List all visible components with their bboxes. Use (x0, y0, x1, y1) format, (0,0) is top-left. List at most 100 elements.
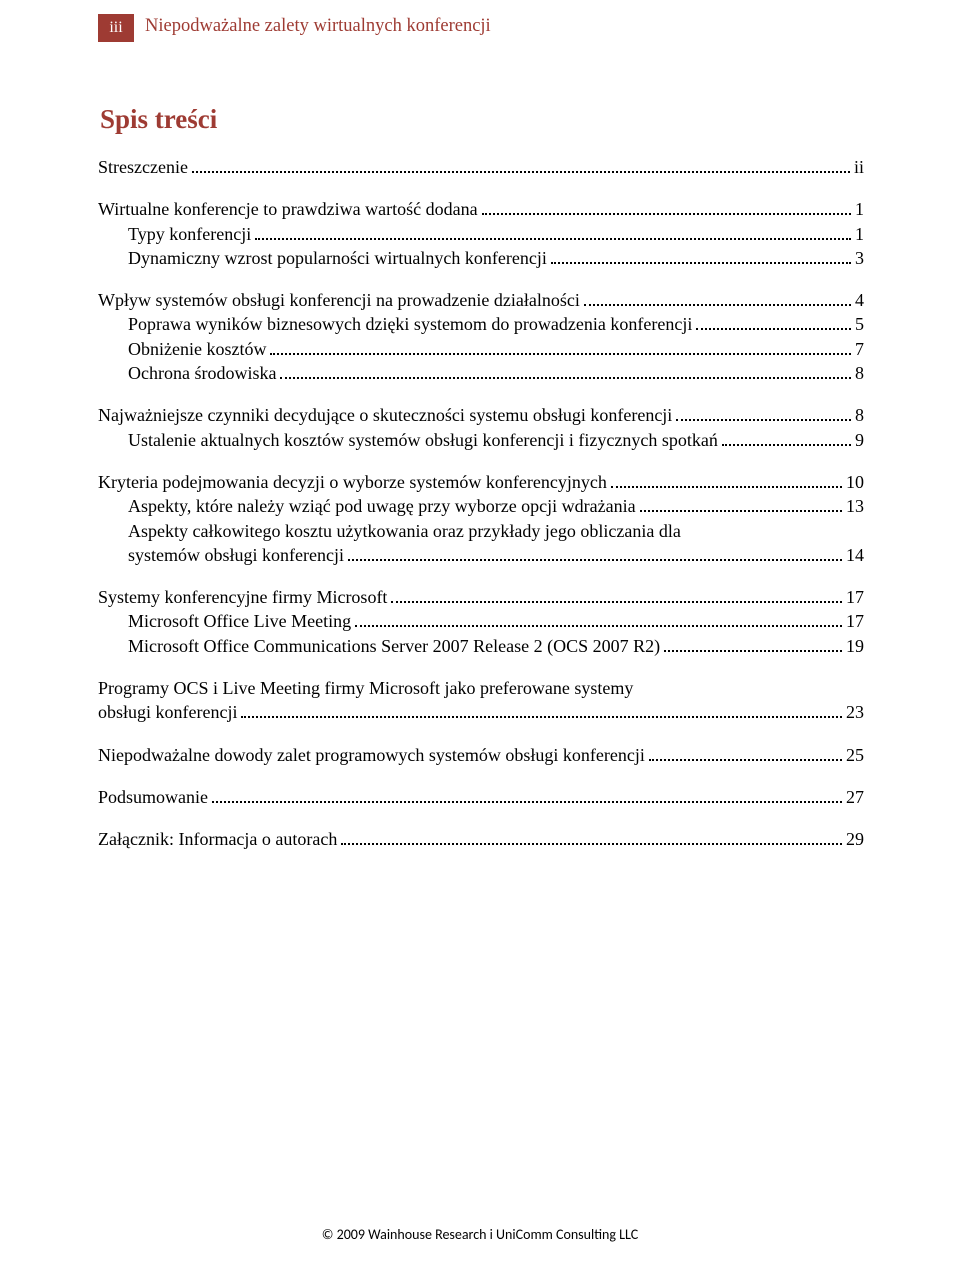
page-number: iii (109, 19, 122, 37)
toc-entry-page: 10 (846, 470, 864, 494)
toc-leader (551, 250, 851, 264)
toc-leader (696, 316, 851, 330)
toc-entry-label: Typy konferencji (128, 222, 251, 246)
toc-entry-label: Systemy konferencyjne firmy Microsoft (98, 585, 387, 609)
page-footer: © 2009 Wainhouse Research i UniComm Cons… (0, 1226, 960, 1243)
toc-entry-label: Programy OCS i Live Meeting firmy Micros… (98, 676, 864, 700)
toc-entry: Dynamiczny wzrost popularności wirtualny… (98, 246, 864, 270)
toc-entry-page: 9 (855, 428, 864, 452)
toc-entry-label: Obniżenie kosztów (128, 337, 266, 361)
toc-entry-label: Streszczenie (98, 155, 188, 179)
toc-block: Podsumowanie 27 (98, 785, 864, 809)
toc-entry-page: 3 (855, 246, 864, 270)
toc-entry-page: 23 (846, 700, 864, 724)
toc-block: Wirtualne konferencje to prawdziwa warto… (98, 197, 864, 270)
toc-entry: Wpływ systemów obsługi konferencji na pr… (98, 288, 864, 312)
toc-block: Niepodważalne dowody zalet programowych … (98, 743, 864, 767)
toc-entry-page: ii (854, 155, 864, 179)
toc-block: Streszczenie ii (98, 155, 864, 179)
toc-leader (664, 637, 842, 651)
document-page: iii Niepodważalne zalety wirtualnych kon… (0, 0, 960, 852)
toc-entry-page: 29 (846, 827, 864, 851)
toc-leader (348, 546, 842, 560)
toc-block: Kryteria podejmowania decyzji o wyborze … (98, 470, 864, 567)
toc-leader (241, 704, 842, 718)
running-header: iii Niepodważalne zalety wirtualnych kon… (98, 14, 864, 42)
toc-entry-label: Najważniejsze czynniki decydujące o skut… (98, 403, 672, 427)
toc-leader (611, 474, 842, 488)
toc-entry-label: Załącznik: Informacja o autorach (98, 827, 337, 851)
toc-entry-label: Niepodważalne dowody zalet programowych … (98, 743, 645, 767)
toc-entry-label: Ochrona środowiska (128, 361, 276, 385)
toc-entry: Załącznik: Informacja o autorach 29 (98, 827, 864, 851)
toc-block: Programy OCS i Live Meeting firmy Micros… (98, 676, 864, 725)
toc-entry: Streszczenie ii (98, 155, 864, 179)
toc-entry-label: Kryteria podejmowania decyzji o wyborze … (98, 470, 607, 494)
toc-leader (212, 789, 842, 803)
toc-entry: Wirtualne konferencje to prawdziwa warto… (98, 197, 864, 221)
toc-entry-label: Poprawa wyników biznesowych dzięki syste… (128, 312, 692, 336)
table-of-contents: Streszczenie ii Wirtualne konferencje to p… (98, 155, 864, 852)
toc-entry: Systemy konferencyjne firmy Microsoft 17 (98, 585, 864, 609)
toc-leader (584, 292, 851, 306)
toc-entry-page: 8 (855, 361, 864, 385)
running-title: Niepodważalne zalety wirtualnych konfere… (145, 14, 491, 37)
toc-entry-label: Podsumowanie (98, 785, 208, 809)
toc-entry-last-line: systemów obsługi konferencji 14 (128, 543, 864, 567)
toc-leader (722, 431, 851, 445)
toc-entry: Microsoft Office Communications Server 2… (98, 634, 864, 658)
toc-entry-page: 27 (846, 785, 864, 809)
toc-entry: Niepodważalne dowody zalet programowych … (98, 743, 864, 767)
toc-entry-label: Aspekty całkowitego kosztu użytkowania o… (128, 519, 864, 543)
toc-entry: Microsoft Office Live Meeting 17 (98, 609, 864, 633)
toc-entry: Najważniejsze czynniki decydujące o skut… (98, 403, 864, 427)
toc-entry: Aspekty, które należy wziąć pod uwagę pr… (98, 494, 864, 518)
toc-entry: Typy konferencji 1 (98, 222, 864, 246)
toc-entry: Podsumowanie 27 (98, 785, 864, 809)
toc-entry-page: 17 (846, 585, 864, 609)
toc-leader (391, 589, 842, 603)
toc-leader (280, 365, 851, 379)
toc-entry-last-line: obsługi konferencji 23 (98, 700, 864, 724)
toc-leader (482, 201, 851, 215)
toc-block: Systemy konferencyjne firmy Microsoft17M… (98, 585, 864, 658)
toc-entry-label: Dynamiczny wzrost popularności wirtualny… (128, 246, 547, 270)
toc-entry-label: Aspekty, które należy wziąć pod uwagę pr… (128, 494, 636, 518)
toc-entry-page: 17 (846, 609, 864, 633)
toc-entry-page: 1 (855, 222, 864, 246)
page-number-badge: iii (98, 14, 134, 42)
toc-leader (255, 225, 851, 239)
toc-entry-page: 14 (846, 543, 864, 567)
toc-entry-label: Wirtualne konferencje to prawdziwa warto… (98, 197, 478, 221)
toc-entry-page: 8 (855, 403, 864, 427)
toc-block: Wpływ systemów obsługi konferencji na pr… (98, 288, 864, 385)
toc-leader (649, 746, 842, 760)
toc-entry: Kryteria podejmowania decyzji o wyborze … (98, 470, 864, 494)
toc-entry: Ochrona środowiska 8 (98, 361, 864, 385)
toc-leader (270, 340, 851, 354)
toc-entry-label: systemów obsługi konferencji (128, 543, 344, 567)
toc-entry-page: 4 (855, 288, 864, 312)
toc-heading: Spis treści (100, 104, 864, 135)
toc-entry: Ustalenie aktualnych kosztów systemów ob… (98, 428, 864, 452)
toc-entry-page: 19 (846, 634, 864, 658)
toc-entry-label: Ustalenie aktualnych kosztów systemów ob… (128, 428, 718, 452)
toc-leader (640, 498, 842, 512)
toc-entry-page: 1 (855, 197, 864, 221)
toc-entry-page: 5 (855, 312, 864, 336)
toc-entry: Aspekty całkowitego kosztu użytkowania o… (98, 519, 864, 568)
toc-leader (676, 407, 851, 421)
toc-entry-label: Wpływ systemów obsługi konferencji na pr… (98, 288, 580, 312)
toc-entry: Programy OCS i Live Meeting firmy Micros… (98, 676, 864, 725)
toc-entry-page: 13 (846, 494, 864, 518)
toc-leader (341, 831, 842, 845)
toc-entry-label: Microsoft Office Communications Server 2… (128, 634, 660, 658)
toc-entry: Poprawa wyników biznesowych dzięki syste… (98, 312, 864, 336)
toc-leader (355, 613, 842, 627)
toc-entry-page: 25 (846, 743, 864, 767)
toc-block: Załącznik: Informacja o autorach 29 (98, 827, 864, 851)
toc-leader (192, 159, 850, 173)
toc-block: Najważniejsze czynniki decydujące o skut… (98, 403, 864, 452)
toc-entry-label: obsługi konferencji (98, 700, 237, 724)
toc-entry-label: Microsoft Office Live Meeting (128, 609, 351, 633)
